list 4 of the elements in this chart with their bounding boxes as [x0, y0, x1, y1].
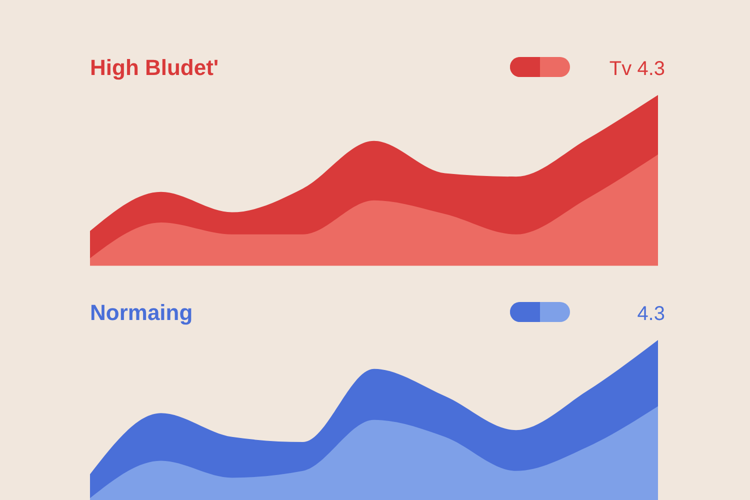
text: 4.3: [637, 303, 665, 325]
chart-title: High Bludet': [90, 55, 219, 80]
text: Tv 4.3: [609, 58, 665, 80]
chart-title: Normaing: [90, 300, 193, 325]
